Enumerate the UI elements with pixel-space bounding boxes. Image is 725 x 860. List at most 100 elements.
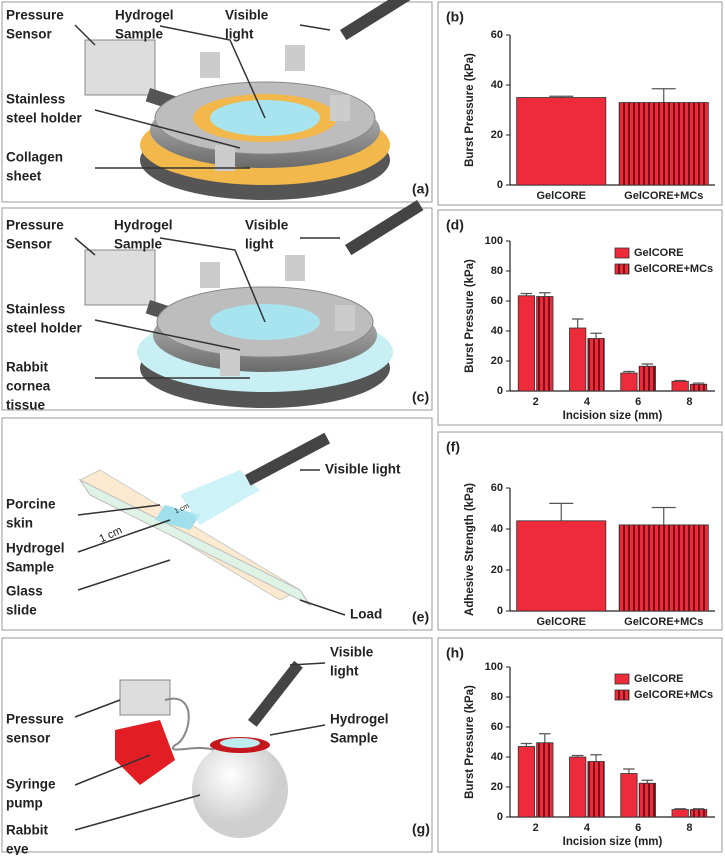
diagram-label: Hydrogel bbox=[330, 712, 389, 727]
panel-label: (c) bbox=[412, 389, 429, 405]
bar bbox=[569, 756, 587, 818]
legend-swatch bbox=[614, 689, 630, 701]
bar bbox=[671, 809, 689, 818]
diagram-label: Sample bbox=[330, 731, 379, 746]
diagram-label: Rabbit bbox=[6, 823, 49, 838]
bar bbox=[618, 524, 709, 612]
bar bbox=[689, 809, 708, 818]
error-bar bbox=[651, 506, 676, 525]
x-tick-label: 4 bbox=[584, 396, 591, 408]
x-axis-title: Incision size (mm) bbox=[563, 410, 663, 422]
diagram-label: Hydrogel bbox=[115, 8, 174, 23]
bar bbox=[516, 97, 607, 186]
diagram-label: Load bbox=[350, 607, 382, 622]
diagram-label: Hydrogel bbox=[114, 218, 173, 233]
x-tick-label: GelCORE+MCs bbox=[624, 190, 703, 202]
panel-label: (g) bbox=[412, 821, 430, 837]
y-tick-label: 0 bbox=[497, 179, 503, 191]
y-tick-label: 80 bbox=[491, 265, 503, 277]
y-axis-title: Burst Pressure (kPa) bbox=[464, 685, 476, 799]
diagram-label: Pressure bbox=[6, 712, 64, 727]
diagram-label: Visible bbox=[225, 8, 269, 23]
diagram-label: cornea bbox=[6, 379, 51, 394]
x-tick-label: GelCORE+MCs bbox=[624, 616, 703, 628]
panel-label: (h) bbox=[446, 645, 464, 661]
diagram-label: Collagen bbox=[6, 150, 63, 165]
y-tick-label: 40 bbox=[491, 325, 503, 337]
y-tick-label: 80 bbox=[491, 691, 503, 703]
x-tick-label: 2 bbox=[533, 396, 539, 408]
diagram-label: slide bbox=[6, 603, 37, 618]
error-bar bbox=[692, 808, 705, 810]
panel-label: (a) bbox=[412, 181, 429, 197]
device-e bbox=[77, 432, 346, 616]
diagram-label: Porcine bbox=[6, 497, 56, 512]
y-tick-label: 20 bbox=[491, 781, 503, 793]
diagram-label: Sample bbox=[6, 560, 55, 575]
panel-label: (b) bbox=[446, 9, 464, 25]
diagram-label: skin bbox=[6, 516, 33, 531]
error-bar bbox=[549, 95, 574, 98]
y-tick-label: 0 bbox=[497, 605, 503, 617]
y-tick-label: 100 bbox=[485, 235, 503, 247]
x-tick-label: 6 bbox=[635, 396, 641, 408]
y-tick-label: 0 bbox=[497, 811, 503, 823]
y-tick-label: 40 bbox=[491, 751, 503, 763]
x-tick-label: 8 bbox=[686, 822, 692, 834]
diagram-label: Rabbit bbox=[6, 360, 49, 375]
diagram-label: sensor bbox=[6, 731, 51, 746]
diagram-label: Visible light bbox=[325, 462, 401, 477]
x-tick-label: 4 bbox=[584, 822, 591, 834]
error-bar bbox=[692, 382, 705, 385]
device-a bbox=[74, 0, 419, 200]
legend-label: GelCORE+MCs bbox=[634, 263, 713, 275]
error-bar bbox=[590, 754, 602, 762]
error-bar bbox=[520, 292, 533, 296]
y-tick-label: 100 bbox=[485, 661, 503, 673]
error-bar bbox=[641, 779, 654, 784]
bar bbox=[569, 327, 587, 392]
y-tick-label: 0 bbox=[497, 385, 503, 397]
bar bbox=[620, 773, 638, 818]
y-tick-label: 40 bbox=[491, 523, 503, 535]
diagram-label: Hydrogel bbox=[6, 541, 65, 556]
x-tick-label: 8 bbox=[686, 396, 692, 408]
x-tick-label: GelCORE bbox=[536, 190, 586, 202]
diagram-label: eye bbox=[6, 842, 29, 855]
error-bar bbox=[590, 332, 602, 339]
diagram-label: Visible bbox=[330, 645, 374, 660]
error-bar bbox=[651, 88, 676, 103]
error-bar bbox=[674, 808, 686, 810]
error-bar bbox=[520, 742, 533, 747]
diagram-label: light bbox=[330, 664, 359, 679]
scale-label: 1 cm bbox=[97, 524, 124, 545]
diagram-label: Sensor bbox=[6, 237, 53, 252]
panel-label: (e) bbox=[412, 609, 429, 625]
bar bbox=[587, 761, 605, 818]
error-bar bbox=[623, 370, 635, 373]
bar bbox=[536, 742, 554, 818]
y-tick-label: 60 bbox=[491, 482, 503, 494]
diagram-label: pump bbox=[6, 796, 43, 811]
diagram-label: steel holder bbox=[6, 321, 83, 336]
diagram-label: Glass bbox=[6, 584, 43, 599]
x-tick-label: 2 bbox=[533, 822, 539, 834]
error-bar bbox=[539, 733, 551, 743]
y-axis-title: Adhesive Strength (kPa) bbox=[464, 483, 476, 616]
diagram-label: Sample bbox=[114, 237, 163, 252]
bar bbox=[689, 383, 708, 392]
y-tick-label: 20 bbox=[491, 129, 503, 141]
bar bbox=[620, 372, 638, 392]
bar bbox=[587, 338, 605, 392]
bar bbox=[671, 380, 689, 392]
bar bbox=[517, 295, 536, 392]
bar bbox=[638, 365, 656, 392]
diagram-label: Sample bbox=[115, 27, 164, 42]
y-tick-label: 20 bbox=[491, 355, 503, 367]
diagram-label: Pressure bbox=[6, 218, 64, 233]
y-axis-title: Burst Pressure (kPa) bbox=[464, 53, 476, 167]
bar bbox=[517, 746, 536, 818]
legend-swatch bbox=[614, 263, 630, 275]
y-tick-label: 20 bbox=[491, 564, 503, 576]
